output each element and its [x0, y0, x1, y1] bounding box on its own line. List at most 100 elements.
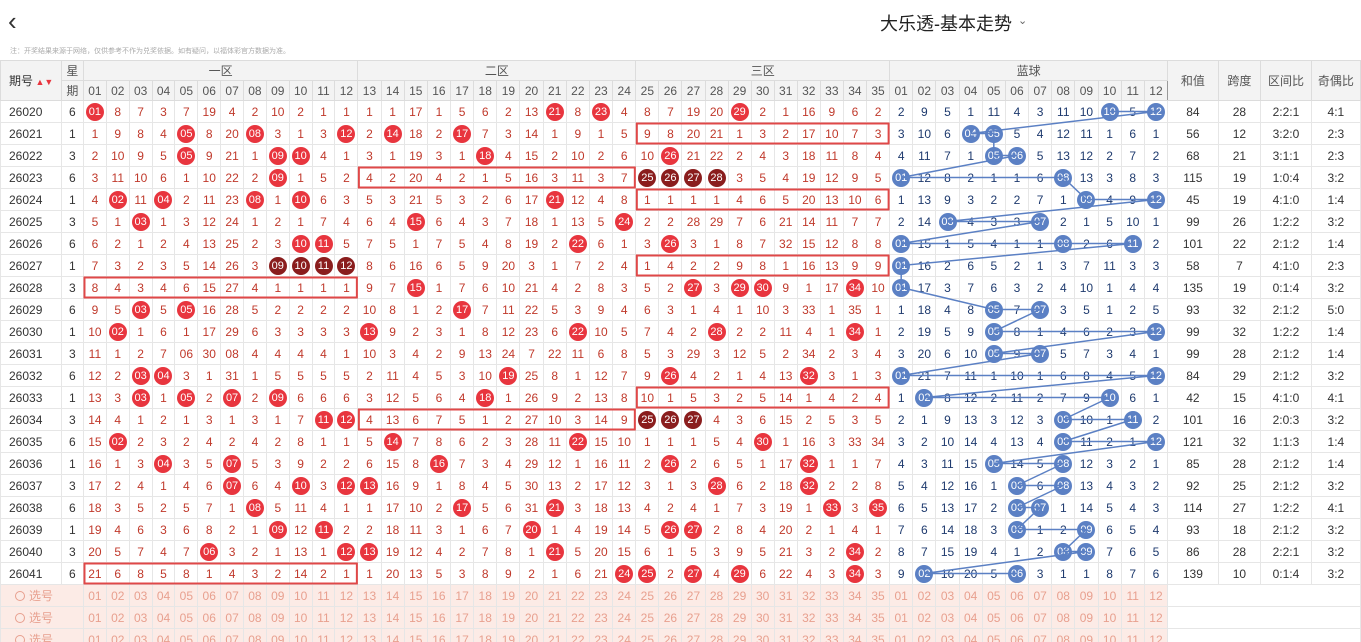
pick-front-number[interactable]: 31: [773, 628, 798, 642]
pick-blue-number[interactable]: 05: [981, 584, 1006, 607]
pick-front-number[interactable]: 33: [819, 628, 844, 642]
table-row[interactable]: 26038 6 18 3 5 2 5 7 1 08 5 11 4 1 1 17 10 2 17 5 6 31 21 3 18 13…: [0, 496, 1361, 519]
pick-blue-number[interactable]: 02: [912, 606, 937, 629]
pick-front-number[interactable]: 29: [727, 584, 752, 607]
pick-blue-number[interactable]: 06: [1004, 584, 1030, 607]
pick-front-number[interactable]: 27: [681, 606, 706, 629]
pick-front-number[interactable]: 06: [197, 606, 222, 629]
pick-front-number[interactable]: 30: [750, 606, 775, 629]
table-row[interactable]: 26030 1 10 02 1 6 1 17 29 6 3 3 3 3 13 9 2 3 1 8 12 23 6 22 10 5 7…: [0, 320, 1361, 343]
pick-front-number[interactable]: 17: [449, 584, 475, 607]
pick-blue-number[interactable]: 07: [1028, 584, 1053, 607]
pick-front-number[interactable]: 26: [658, 628, 683, 642]
pick-front-number[interactable]: 07: [220, 606, 244, 629]
pick-row[interactable]: 选号 01 02 03 04 05 06 07 08 09 10 11 12 13 14 15 16 17 18 19…: [0, 606, 1361, 629]
pick-front-number[interactable]: 03: [128, 606, 153, 629]
pick-blue-number[interactable]: 10: [1097, 606, 1122, 629]
page-title[interactable]: 大乐透-基本走势: [880, 14, 1012, 34]
pick-blue-number[interactable]: 10: [1097, 584, 1122, 607]
pick-front-number[interactable]: 29: [727, 628, 752, 642]
pick-blue-number[interactable]: 12: [1143, 584, 1169, 607]
pick-front-number[interactable]: 33: [819, 584, 844, 607]
pick-front-number[interactable]: 01: [82, 628, 107, 642]
pick-front-number[interactable]: 13: [357, 584, 382, 607]
pick-front-number[interactable]: 21: [542, 584, 567, 607]
pick-blue-number[interactable]: 04: [958, 628, 983, 642]
pick-front-number[interactable]: 08: [243, 628, 267, 642]
pick-front-number[interactable]: 07: [220, 628, 244, 642]
pick-blue-number[interactable]: 05: [981, 628, 1006, 642]
pick-front-number[interactable]: 20: [519, 628, 544, 642]
back-icon[interactable]: ‹: [8, 6, 17, 36]
pick-front-number[interactable]: 19: [496, 628, 521, 642]
pick-front-number[interactable]: 13: [357, 606, 382, 629]
pick-blue-number[interactable]: 06: [1004, 606, 1030, 629]
pick-front-number[interactable]: 32: [796, 584, 821, 607]
pick-front-number[interactable]: 02: [105, 584, 130, 607]
pick-front-number[interactable]: 17: [449, 606, 475, 629]
table-row[interactable]: 26032 6 12 2 03 04 3 1 31 1 5 5 5 5 2 11 4 5 3 10 19 25 8 1 12 7 9…: [0, 364, 1361, 387]
pick-front-number[interactable]: 35: [865, 628, 891, 642]
table-row[interactable]: 26040 3 20 5 7 4 7 06 3 2 1 13 1 12 13 19 12 4 2 7 8 1 21 5 20 15…: [0, 540, 1361, 563]
pick-front-number[interactable]: 32: [796, 628, 821, 642]
table-row[interactable]: 26031 3 11 1 2 7 06 30 08 4 4 4 4 1 10 3 4 2 9 13 24 7 22 11 6 8 5…: [0, 342, 1361, 365]
pick-blue-number[interactable]: 09: [1074, 606, 1099, 629]
pick-front-number[interactable]: 25: [635, 606, 660, 629]
pick-front-number[interactable]: 34: [842, 584, 867, 607]
pick-front-number[interactable]: 35: [865, 606, 891, 629]
pick-front-number[interactable]: 11: [311, 606, 336, 629]
chevron-down-icon[interactable]: ⌄: [1018, 15, 1028, 27]
pick-front-number[interactable]: 35: [865, 584, 891, 607]
pick-front-number[interactable]: 16: [426, 628, 452, 642]
pick-blue-number[interactable]: 12: [1143, 606, 1169, 629]
pick-front-number[interactable]: 23: [588, 606, 614, 629]
pick-front-number[interactable]: 05: [174, 628, 199, 642]
pick-front-number[interactable]: 29: [727, 606, 752, 629]
table-row[interactable]: 26023 6 3 11 10 6 1 10 22 2 09 1 5 2 4 2 20 4 2 1 5 16 3 11 3 7 25…: [0, 166, 1361, 189]
pick-blue-number[interactable]: 11: [1120, 606, 1145, 629]
pick-blue-number[interactable]: 01: [889, 628, 914, 642]
table-row[interactable]: 26033 1 13 3 03 1 05 2 07 2 09 6 6 6 3 12 5 6 4 18 1 26 9 2 13 8 1…: [0, 386, 1361, 409]
pick-blue-number[interactable]: 01: [889, 584, 914, 607]
pick-front-number[interactable]: 11: [311, 628, 336, 642]
pick-front-number[interactable]: 09: [265, 584, 290, 607]
table-row[interactable]: 26029 6 9 5 03 5 05 16 28 5 2 2 2 2 10 8 1 2 17 7 11 22 5 3 9 4 6 3…: [0, 298, 1361, 321]
pick-front-number[interactable]: 22: [565, 584, 590, 607]
pick-front-number[interactable]: 08: [243, 584, 267, 607]
pick-front-number[interactable]: 14: [380, 606, 405, 629]
pick-front-number[interactable]: 06: [197, 628, 222, 642]
pick-front-number[interactable]: 01: [82, 606, 107, 629]
pick-front-number[interactable]: 25: [635, 584, 660, 607]
pick-front-number[interactable]: 02: [105, 628, 130, 642]
pick-front-number[interactable]: 24: [612, 606, 637, 629]
pick-front-number[interactable]: 11: [311, 584, 336, 607]
pick-front-number[interactable]: 14: [380, 584, 405, 607]
pick-blue-number[interactable]: 07: [1028, 628, 1053, 642]
issue-header[interactable]: 期号 ▲▼: [0, 60, 62, 101]
pick-front-number[interactable]: 04: [151, 606, 176, 629]
pick-front-number[interactable]: 34: [842, 606, 867, 629]
radio-circle-icon[interactable]: [15, 613, 25, 623]
pick-front-number[interactable]: 33: [819, 606, 844, 629]
pick-blue-number[interactable]: 10: [1097, 628, 1122, 642]
pick-front-number[interactable]: 31: [773, 606, 798, 629]
pick-front-number[interactable]: 01: [82, 584, 107, 607]
radio-circle-icon[interactable]: [15, 635, 25, 642]
pick-front-number[interactable]: 13: [357, 628, 382, 642]
table-row[interactable]: 26020 6 01 8 7 3 7 19 4 2 10 2 1 1 1 1 17 1 5 6 2 13 21 8 23 4 8 7 1…: [0, 100, 1361, 123]
pick-blue-number[interactable]: 04: [958, 584, 983, 607]
pick-front-number[interactable]: 23: [588, 584, 614, 607]
pick-blue-number[interactable]: 04: [958, 606, 983, 629]
pick-blue-number[interactable]: 03: [935, 628, 960, 642]
table-row[interactable]: 26028 3 8 4 3 4 6 15 27 4 1 1 1 1 9 7 15 1 7 6 10 21 4 2 8 3 5 2 27 3…: [0, 276, 1361, 299]
pick-blue-number[interactable]: 02: [912, 584, 937, 607]
pick-front-number[interactable]: 12: [334, 584, 359, 607]
pick-front-number[interactable]: 19: [496, 584, 521, 607]
pick-front-number[interactable]: 34: [842, 628, 867, 642]
pick-front-number[interactable]: 30: [750, 584, 775, 607]
pick-front-number[interactable]: 10: [288, 584, 313, 607]
pick-front-number[interactable]: 24: [612, 628, 637, 642]
pick-front-number[interactable]: 24: [612, 584, 637, 607]
pick-front-number[interactable]: 16: [426, 606, 452, 629]
pick-blue-number[interactable]: 08: [1051, 628, 1076, 642]
